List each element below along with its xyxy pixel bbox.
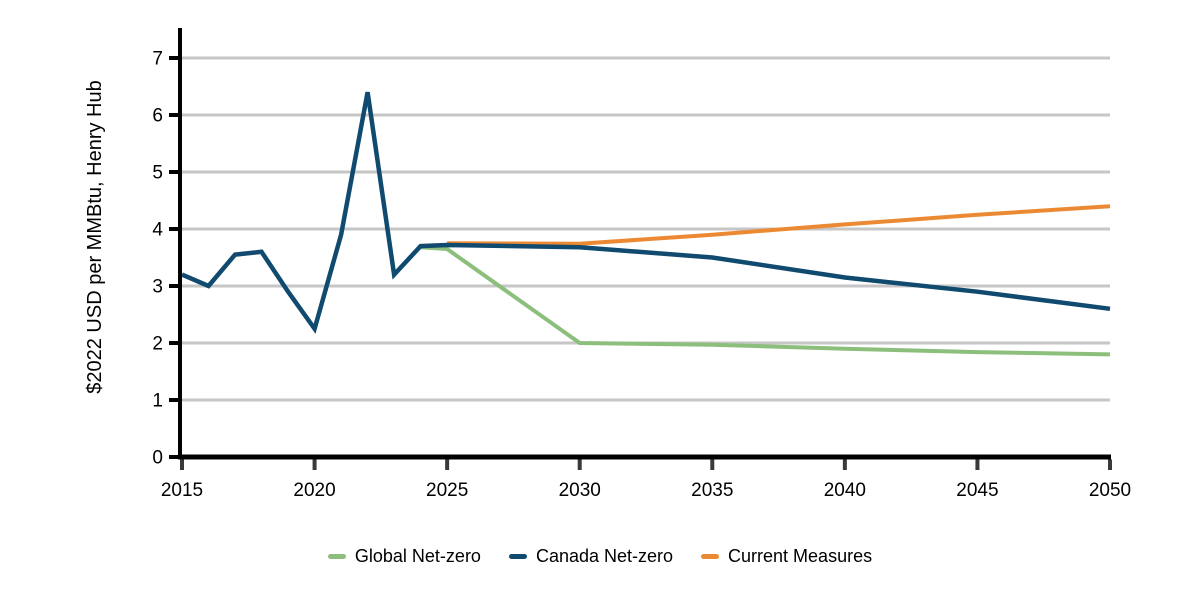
axes (169, 28, 1112, 470)
y-tick-label-0: 0 (152, 448, 163, 469)
x-tick-label-2025: 2025 (426, 480, 468, 501)
x-tick-label-2050: 2050 (1089, 480, 1131, 501)
legend-item-current-measures: Current Measures (701, 546, 872, 567)
y-tick-label-2: 2 (152, 334, 163, 355)
canada-net-zero-swatch-icon (508, 554, 527, 559)
x-tick-label-2040: 2040 (824, 480, 866, 501)
y-axis-label: $2022 USD per MMBtu, Henry Hub (84, 80, 106, 393)
legend-item-canada-net-zero: Canada Net-zero (508, 546, 674, 567)
y-tick-label-4: 4 (152, 220, 163, 241)
x-tick-label-2045: 2045 (956, 480, 998, 501)
gridlines (180, 56, 1110, 402)
gas-price-line-chart: 0 1 2 3 4 5 6 7 2015 2020 2025 2030 2035 2040 2045 2050… (84, 28, 1131, 502)
legend-label: Current Measures (728, 546, 873, 566)
current-measures-swatch-icon (701, 554, 720, 559)
series-line-canada-net-zero (181, 91, 1111, 334)
y-tick-label-5: 5 (152, 163, 163, 184)
y-tick-label-3: 3 (152, 277, 163, 298)
x-tick-label-2030: 2030 (559, 480, 601, 501)
series-lines (181, 91, 1111, 357)
y-tick-label-6: 6 (152, 106, 163, 127)
legend-item-global-net-zero: Global Net-zero (327, 546, 481, 567)
series-line-global-net-zero (420, 245, 1111, 357)
x-tick-label-2015: 2015 (161, 480, 203, 501)
y-tick-label-1: 1 (152, 391, 163, 412)
legend-label: Global Net-zero (354, 546, 481, 566)
x-tick-label-2035: 2035 (691, 480, 733, 501)
legend-label: Canada Net-zero (535, 546, 674, 566)
x-tick-label-2020: 2020 (293, 480, 335, 501)
y-tick-label-7: 7 (152, 49, 163, 70)
series-line-current-measures (447, 204, 1111, 246)
tick-labels: 0 1 2 3 4 5 6 7 2015 2020 2025 2030 2035 2040 2045 2050 (152, 49, 1131, 502)
global-net-zero-swatch-icon (327, 554, 346, 559)
legend: Global Net-zero Canada Net-zero Current … (0, 546, 1200, 567)
